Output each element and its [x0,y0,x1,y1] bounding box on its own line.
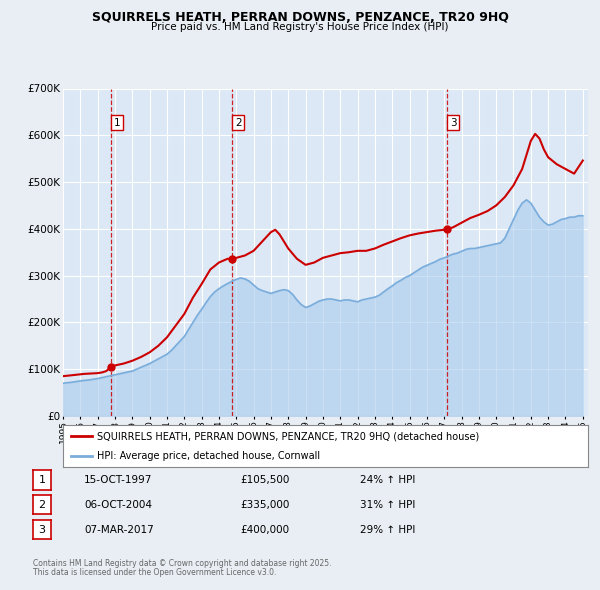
Text: 2: 2 [235,118,242,128]
Text: 1: 1 [38,475,46,485]
Text: £105,500: £105,500 [240,475,289,485]
Text: 1: 1 [114,118,121,128]
Text: 2: 2 [38,500,46,510]
Text: SQUIRRELS HEATH, PERRAN DOWNS, PENZANCE, TR20 9HQ: SQUIRRELS HEATH, PERRAN DOWNS, PENZANCE,… [92,11,508,24]
Text: 24% ↑ HPI: 24% ↑ HPI [360,475,415,485]
Text: 31% ↑ HPI: 31% ↑ HPI [360,500,415,510]
Text: 3: 3 [450,118,457,128]
Text: 29% ↑ HPI: 29% ↑ HPI [360,525,415,535]
Text: This data is licensed under the Open Government Licence v3.0.: This data is licensed under the Open Gov… [33,568,277,577]
Text: SQUIRRELS HEATH, PERRAN DOWNS, PENZANCE, TR20 9HQ (detached house): SQUIRRELS HEATH, PERRAN DOWNS, PENZANCE,… [97,431,479,441]
Text: Contains HM Land Registry data © Crown copyright and database right 2025.: Contains HM Land Registry data © Crown c… [33,559,331,568]
Text: HPI: Average price, detached house, Cornwall: HPI: Average price, detached house, Corn… [97,451,320,461]
Text: 06-OCT-2004: 06-OCT-2004 [84,500,152,510]
Text: 3: 3 [38,525,46,535]
Text: 07-MAR-2017: 07-MAR-2017 [84,525,154,535]
Text: £400,000: £400,000 [240,525,289,535]
Text: Price paid vs. HM Land Registry's House Price Index (HPI): Price paid vs. HM Land Registry's House … [151,22,449,32]
Text: £335,000: £335,000 [240,500,289,510]
Text: 15-OCT-1997: 15-OCT-1997 [84,475,152,485]
